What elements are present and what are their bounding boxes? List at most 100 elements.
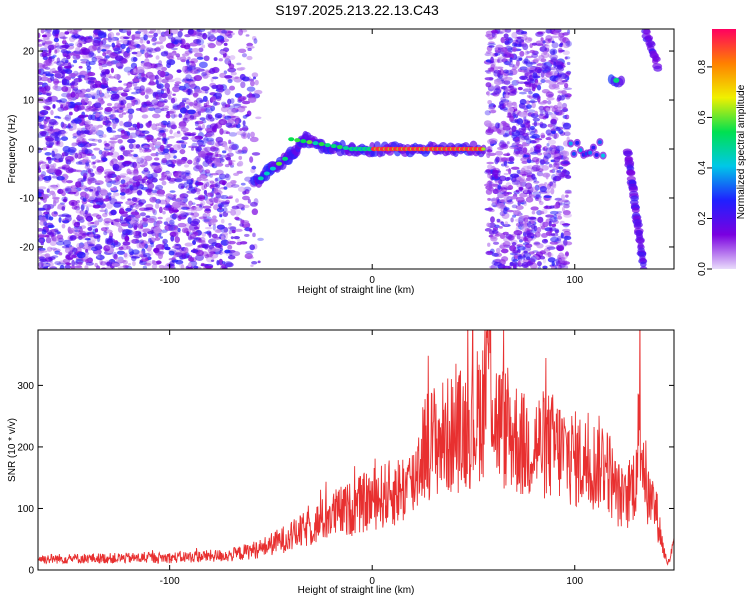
heatmap-cell xyxy=(597,140,602,145)
heatmap-cell xyxy=(150,29,157,33)
heatmap-cell xyxy=(71,205,78,210)
heatmap-cell xyxy=(640,261,647,268)
heatmap-cell xyxy=(179,148,186,155)
heatmap-cell xyxy=(92,165,97,169)
heatmap-cell xyxy=(486,149,493,153)
heatmap-cell xyxy=(551,261,555,267)
heatmap-cell xyxy=(511,179,521,186)
heatmap-cell xyxy=(113,47,122,55)
heatmap-cell xyxy=(647,41,656,48)
heatmap-cell xyxy=(190,208,198,215)
heatmap-cell xyxy=(493,79,502,85)
heatmap-cell xyxy=(508,156,515,163)
heatmap-cell xyxy=(227,146,233,153)
heatmap-cell xyxy=(76,227,83,232)
heatmap-cell xyxy=(62,239,72,247)
heatmap-cell xyxy=(516,169,521,174)
heatmap-cell xyxy=(559,263,569,269)
heatmap-cell xyxy=(174,178,183,183)
x-tick-label: 0 xyxy=(369,576,375,587)
heatmap-cell xyxy=(159,236,163,239)
heatmap-cell xyxy=(490,216,495,223)
heatmap-cell xyxy=(47,224,55,229)
heatmap-cell xyxy=(253,38,258,44)
heatmap-cell xyxy=(312,141,319,146)
heatmap-cell xyxy=(563,213,572,218)
heatmap-cell xyxy=(136,122,140,129)
heatmap-cell xyxy=(542,265,548,269)
heatmap-cell xyxy=(251,165,257,170)
heatmap-cell xyxy=(188,81,196,87)
heatmap-cell xyxy=(532,266,540,269)
heatmap-cell xyxy=(73,49,83,55)
heatmap-cell xyxy=(90,114,97,120)
heatmap-cell xyxy=(557,264,562,269)
heatmap-cell xyxy=(116,87,124,91)
heatmap-cell xyxy=(196,158,200,165)
heatmap-cell xyxy=(38,234,46,238)
heatmap-cell xyxy=(526,94,531,98)
heatmap-cell xyxy=(251,261,258,265)
heatmap-cell xyxy=(38,186,47,190)
heatmap-cell xyxy=(559,254,568,260)
snr-ylabel: SNR (10 * v/v) xyxy=(7,418,18,482)
heatmap-cell xyxy=(124,228,133,234)
heatmap-cell xyxy=(540,134,546,139)
heatmap-cell xyxy=(125,200,135,205)
heatmap-cell xyxy=(86,48,90,52)
heatmap-cell xyxy=(538,55,545,60)
heatmap-cell xyxy=(40,76,50,82)
heatmap-cell xyxy=(565,194,569,198)
heatmap-cell xyxy=(62,188,69,192)
heatmap-cell xyxy=(245,34,250,37)
heatmap-cell xyxy=(230,184,240,188)
heatmap-cell xyxy=(564,241,573,246)
heatmap-cell xyxy=(87,221,92,227)
heatmap-cell xyxy=(214,162,224,167)
heatmap-cell xyxy=(176,197,185,201)
heatmap-cell xyxy=(503,33,509,39)
heatmap-cell xyxy=(563,131,571,137)
heatmap-cell xyxy=(145,88,154,95)
heatmap-cell xyxy=(139,212,147,217)
heatmap-cell xyxy=(85,160,90,167)
heatmap-cell xyxy=(76,106,82,111)
heatmap-cell xyxy=(536,226,542,233)
heatmap-cell xyxy=(594,152,599,157)
heatmap-cell xyxy=(216,259,220,266)
heatmap-cell xyxy=(50,109,54,116)
heatmap-cell xyxy=(500,36,505,44)
heatmap-cell xyxy=(249,136,259,143)
heatmap-cell xyxy=(532,250,539,253)
heatmap-cell xyxy=(45,73,55,77)
heatmap-cell xyxy=(103,120,112,124)
heatmap-cell xyxy=(195,97,204,104)
heatmap-cell xyxy=(214,229,222,234)
heatmap-cell xyxy=(40,161,47,165)
heatmap-cell xyxy=(507,235,515,241)
heatmap-cell xyxy=(147,107,156,112)
heatmap-cell xyxy=(237,160,244,167)
heatmap-cell xyxy=(204,231,210,234)
heatmap-cell xyxy=(42,56,48,61)
heatmap-cell xyxy=(186,78,194,82)
heatmap-cell xyxy=(219,128,224,135)
heatmap-cell xyxy=(172,201,181,208)
heatmap-cell xyxy=(524,50,529,56)
heatmap-cell xyxy=(236,170,243,174)
heatmap-cell xyxy=(503,134,508,138)
heatmap-cell xyxy=(116,250,126,255)
heatmap-cell xyxy=(48,216,54,221)
heatmap-cell xyxy=(143,148,152,153)
heatmap-cell xyxy=(61,206,66,211)
heatmap-cell xyxy=(246,86,256,92)
heatmap-cell xyxy=(87,72,96,77)
heatmap-cell xyxy=(176,69,182,73)
heatmap-cell xyxy=(506,115,513,119)
heatmap-cell xyxy=(232,251,241,257)
heatmap-cell xyxy=(86,105,93,109)
heatmap-cell xyxy=(487,251,493,254)
heatmap-cell xyxy=(180,206,190,210)
heatmap-cell xyxy=(141,198,146,203)
heatmap-cell xyxy=(546,246,556,250)
